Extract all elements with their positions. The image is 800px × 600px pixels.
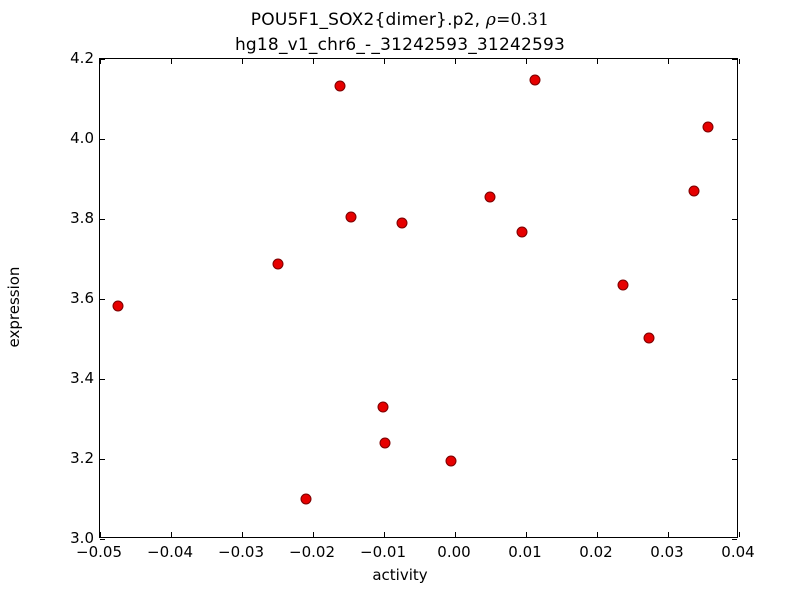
- y-tick-mark: [100, 59, 105, 60]
- x-tick-label: 0.03: [650, 543, 684, 561]
- x-tick-label: −0.04: [147, 543, 193, 561]
- x-tick-mark: [384, 532, 385, 537]
- x-tick-mark: [100, 59, 101, 64]
- y-axis-title: expression: [5, 266, 23, 348]
- y-tick-label: 3.2: [70, 449, 94, 467]
- x-tick-mark: [384, 59, 385, 64]
- x-tick-mark: [668, 59, 669, 64]
- scatter-point: [529, 74, 541, 86]
- x-tick-label: 0.01: [508, 543, 542, 561]
- scatter-point: [112, 300, 124, 312]
- rho-value: =0.31: [496, 10, 550, 30]
- x-tick-label: −0.02: [289, 543, 335, 561]
- y-tick-mark: [732, 539, 737, 540]
- chart-title: POU5F1_SOX2{dimer}.p2, ρ=0.31 hg18_v1_ch…: [0, 8, 800, 58]
- y-tick-mark: [732, 299, 737, 300]
- scatter-point: [334, 80, 346, 92]
- scatter-point: [379, 437, 391, 449]
- y-tick-mark: [732, 59, 737, 60]
- x-tick-label: 0.02: [579, 543, 613, 561]
- y-tick-label: 3.8: [70, 209, 94, 227]
- scatter-point: [345, 211, 357, 223]
- scatter-point: [377, 401, 389, 413]
- x-tick-mark: [597, 532, 598, 537]
- x-tick-label: 0.00: [437, 543, 471, 561]
- chart-title-prefix: POU5F1_SOX2{dimer}.p2,: [250, 10, 486, 30]
- x-tick-mark: [455, 59, 456, 64]
- scatter-point: [445, 455, 457, 467]
- scatter-point: [617, 279, 629, 291]
- y-tick-mark: [732, 379, 737, 380]
- rho-symbol: ρ: [485, 10, 497, 30]
- y-tick-mark: [100, 539, 105, 540]
- x-tick-label: −0.03: [218, 543, 264, 561]
- chart-title-line-1: POU5F1_SOX2{dimer}.p2, ρ=0.31: [0, 8, 800, 33]
- x-tick-mark: [171, 59, 172, 64]
- y-tick-label: 4.0: [70, 129, 94, 147]
- x-tick-mark: [242, 532, 243, 537]
- y-tick-label: 3.0: [70, 529, 94, 547]
- y-tick-mark: [100, 299, 105, 300]
- x-tick-mark: [455, 532, 456, 537]
- x-tick-mark: [526, 59, 527, 64]
- scatter-point: [702, 121, 714, 133]
- x-tick-mark: [597, 59, 598, 64]
- scatter-point: [516, 226, 528, 238]
- x-tick-mark: [526, 532, 527, 537]
- x-tick-mark: [100, 532, 101, 537]
- x-tick-mark: [739, 59, 740, 64]
- x-tick-mark: [313, 59, 314, 64]
- x-tick-mark: [313, 532, 314, 537]
- y-tick-label: 3.4: [70, 369, 94, 387]
- x-tick-mark: [171, 532, 172, 537]
- x-tick-mark: [242, 59, 243, 64]
- x-tick-label: −0.01: [360, 543, 406, 561]
- x-tick-mark: [739, 532, 740, 537]
- y-tick-mark: [100, 459, 105, 460]
- y-tick-label: 3.6: [70, 289, 94, 307]
- scatter-point: [484, 191, 496, 203]
- y-tick-mark: [732, 139, 737, 140]
- scatter-point: [396, 217, 408, 229]
- x-tick-mark: [668, 532, 669, 537]
- scatter-point: [272, 258, 283, 270]
- x-axis-title: activity: [372, 566, 428, 584]
- y-tick-mark: [100, 379, 105, 380]
- y-tick-label: 4.2: [70, 49, 94, 67]
- y-tick-mark: [732, 219, 737, 220]
- y-tick-mark: [732, 459, 737, 460]
- y-tick-mark: [100, 219, 105, 220]
- scatter-point: [688, 185, 700, 197]
- scatter-point: [300, 493, 312, 505]
- plot-area: [99, 58, 740, 540]
- y-tick-mark: [100, 139, 105, 140]
- x-tick-label: 0.04: [721, 543, 755, 561]
- chart-title-line-2: hg18_v1_chr6_-_31242593_31242593: [234, 35, 566, 55]
- x-tick-label: −0.05: [76, 543, 122, 561]
- scatter-point: [643, 332, 655, 344]
